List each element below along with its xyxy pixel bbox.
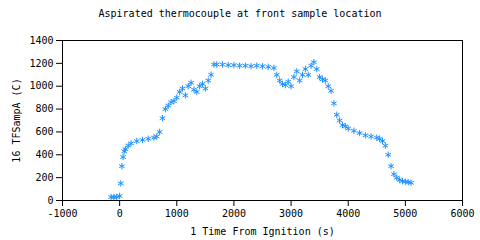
svg-text:0: 0 bbox=[47, 195, 53, 206]
svg-text:4000: 4000 bbox=[336, 208, 360, 219]
svg-text:600: 600 bbox=[35, 126, 53, 137]
svg-text:16 TFSampA (C): 16 TFSampA (C) bbox=[11, 78, 22, 162]
svg-text:1200: 1200 bbox=[29, 58, 53, 69]
svg-text:3000: 3000 bbox=[279, 208, 303, 219]
svg-text:6000: 6000 bbox=[450, 208, 474, 219]
svg-text:1000: 1000 bbox=[165, 208, 189, 219]
svg-text:1 Time From Ignition (s): 1 Time From Ignition (s) bbox=[190, 226, 335, 237]
svg-text:2000: 2000 bbox=[222, 208, 246, 219]
svg-text:-1000: -1000 bbox=[47, 208, 77, 219]
svg-text:1000: 1000 bbox=[29, 80, 53, 91]
svg-text:400: 400 bbox=[35, 149, 53, 160]
svg-text:0: 0 bbox=[117, 208, 123, 219]
svg-text:200: 200 bbox=[35, 172, 53, 183]
html-text:Aspirated thermocouple at fron: Aspirated thermocouple at front sample l… bbox=[98, 8, 382, 19]
svg-text:5000: 5000 bbox=[393, 208, 417, 219]
svg-text:800: 800 bbox=[35, 103, 53, 114]
svg-text:1400: 1400 bbox=[29, 35, 53, 46]
